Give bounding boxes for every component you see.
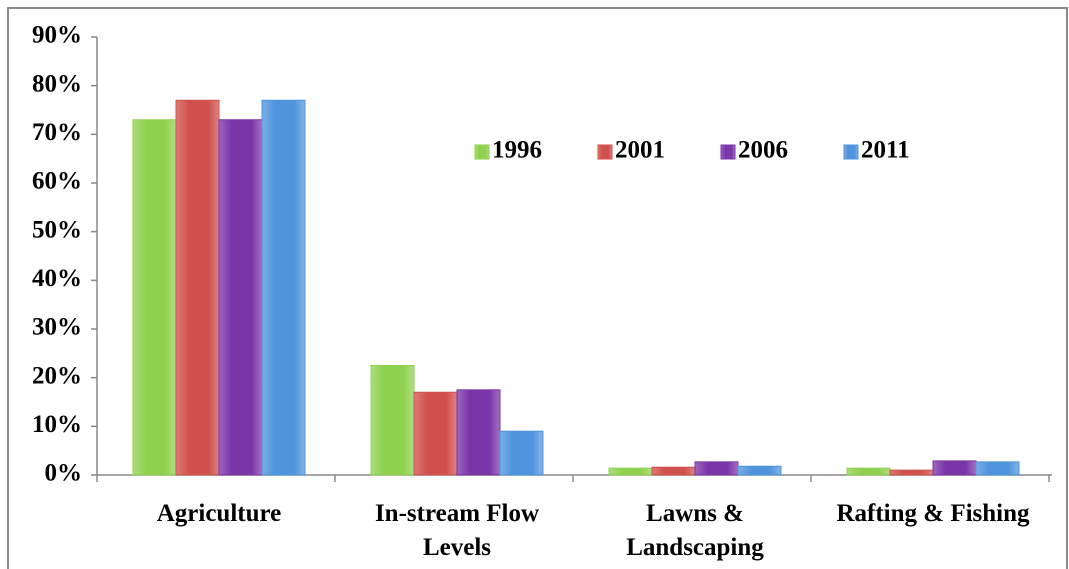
bar [889, 469, 934, 476]
legend-swatch [474, 144, 490, 160]
y-tick-label: 10% [32, 411, 82, 438]
bar [694, 461, 739, 476]
bar [975, 461, 1020, 476]
bar [175, 99, 220, 476]
legend-label: 2006 [738, 137, 788, 164]
bar [737, 465, 782, 476]
chart-frame [7, 7, 1068, 569]
y-tick-label: 0% [45, 460, 83, 487]
bar [846, 467, 891, 476]
bar [608, 467, 653, 476]
legend-swatch [720, 144, 736, 160]
y-tick-label: 30% [32, 314, 82, 341]
bar [932, 460, 977, 476]
y-tick-label: 90% [32, 22, 82, 49]
x-tick-label: Lawns & Landscaping [626, 500, 764, 561]
bar [499, 430, 544, 476]
bar [370, 365, 415, 476]
y-tick-label: 80% [32, 70, 82, 97]
legend-label: 2001 [615, 137, 665, 164]
y-tick-label: 70% [32, 119, 82, 146]
y-tick-label: 60% [32, 168, 82, 195]
y-tick-label: 50% [32, 216, 82, 243]
bar [413, 391, 458, 476]
y-tick-label: 20% [32, 362, 82, 389]
bar [456, 389, 501, 476]
legend-label: 2011 [861, 137, 910, 164]
y-tick-label: 40% [32, 265, 82, 292]
bar [261, 99, 306, 476]
legend-swatch [597, 144, 613, 160]
x-tick-label: Agriculture [156, 500, 282, 527]
bar [218, 119, 263, 476]
x-tick-label: In-stream Flow Levels [374, 500, 540, 561]
bar [132, 119, 177, 476]
bar [651, 466, 696, 476]
legend-label: 1996 [492, 137, 542, 164]
legend-swatch [843, 144, 859, 160]
x-tick-label: Rafting & Fishing [836, 500, 1030, 527]
